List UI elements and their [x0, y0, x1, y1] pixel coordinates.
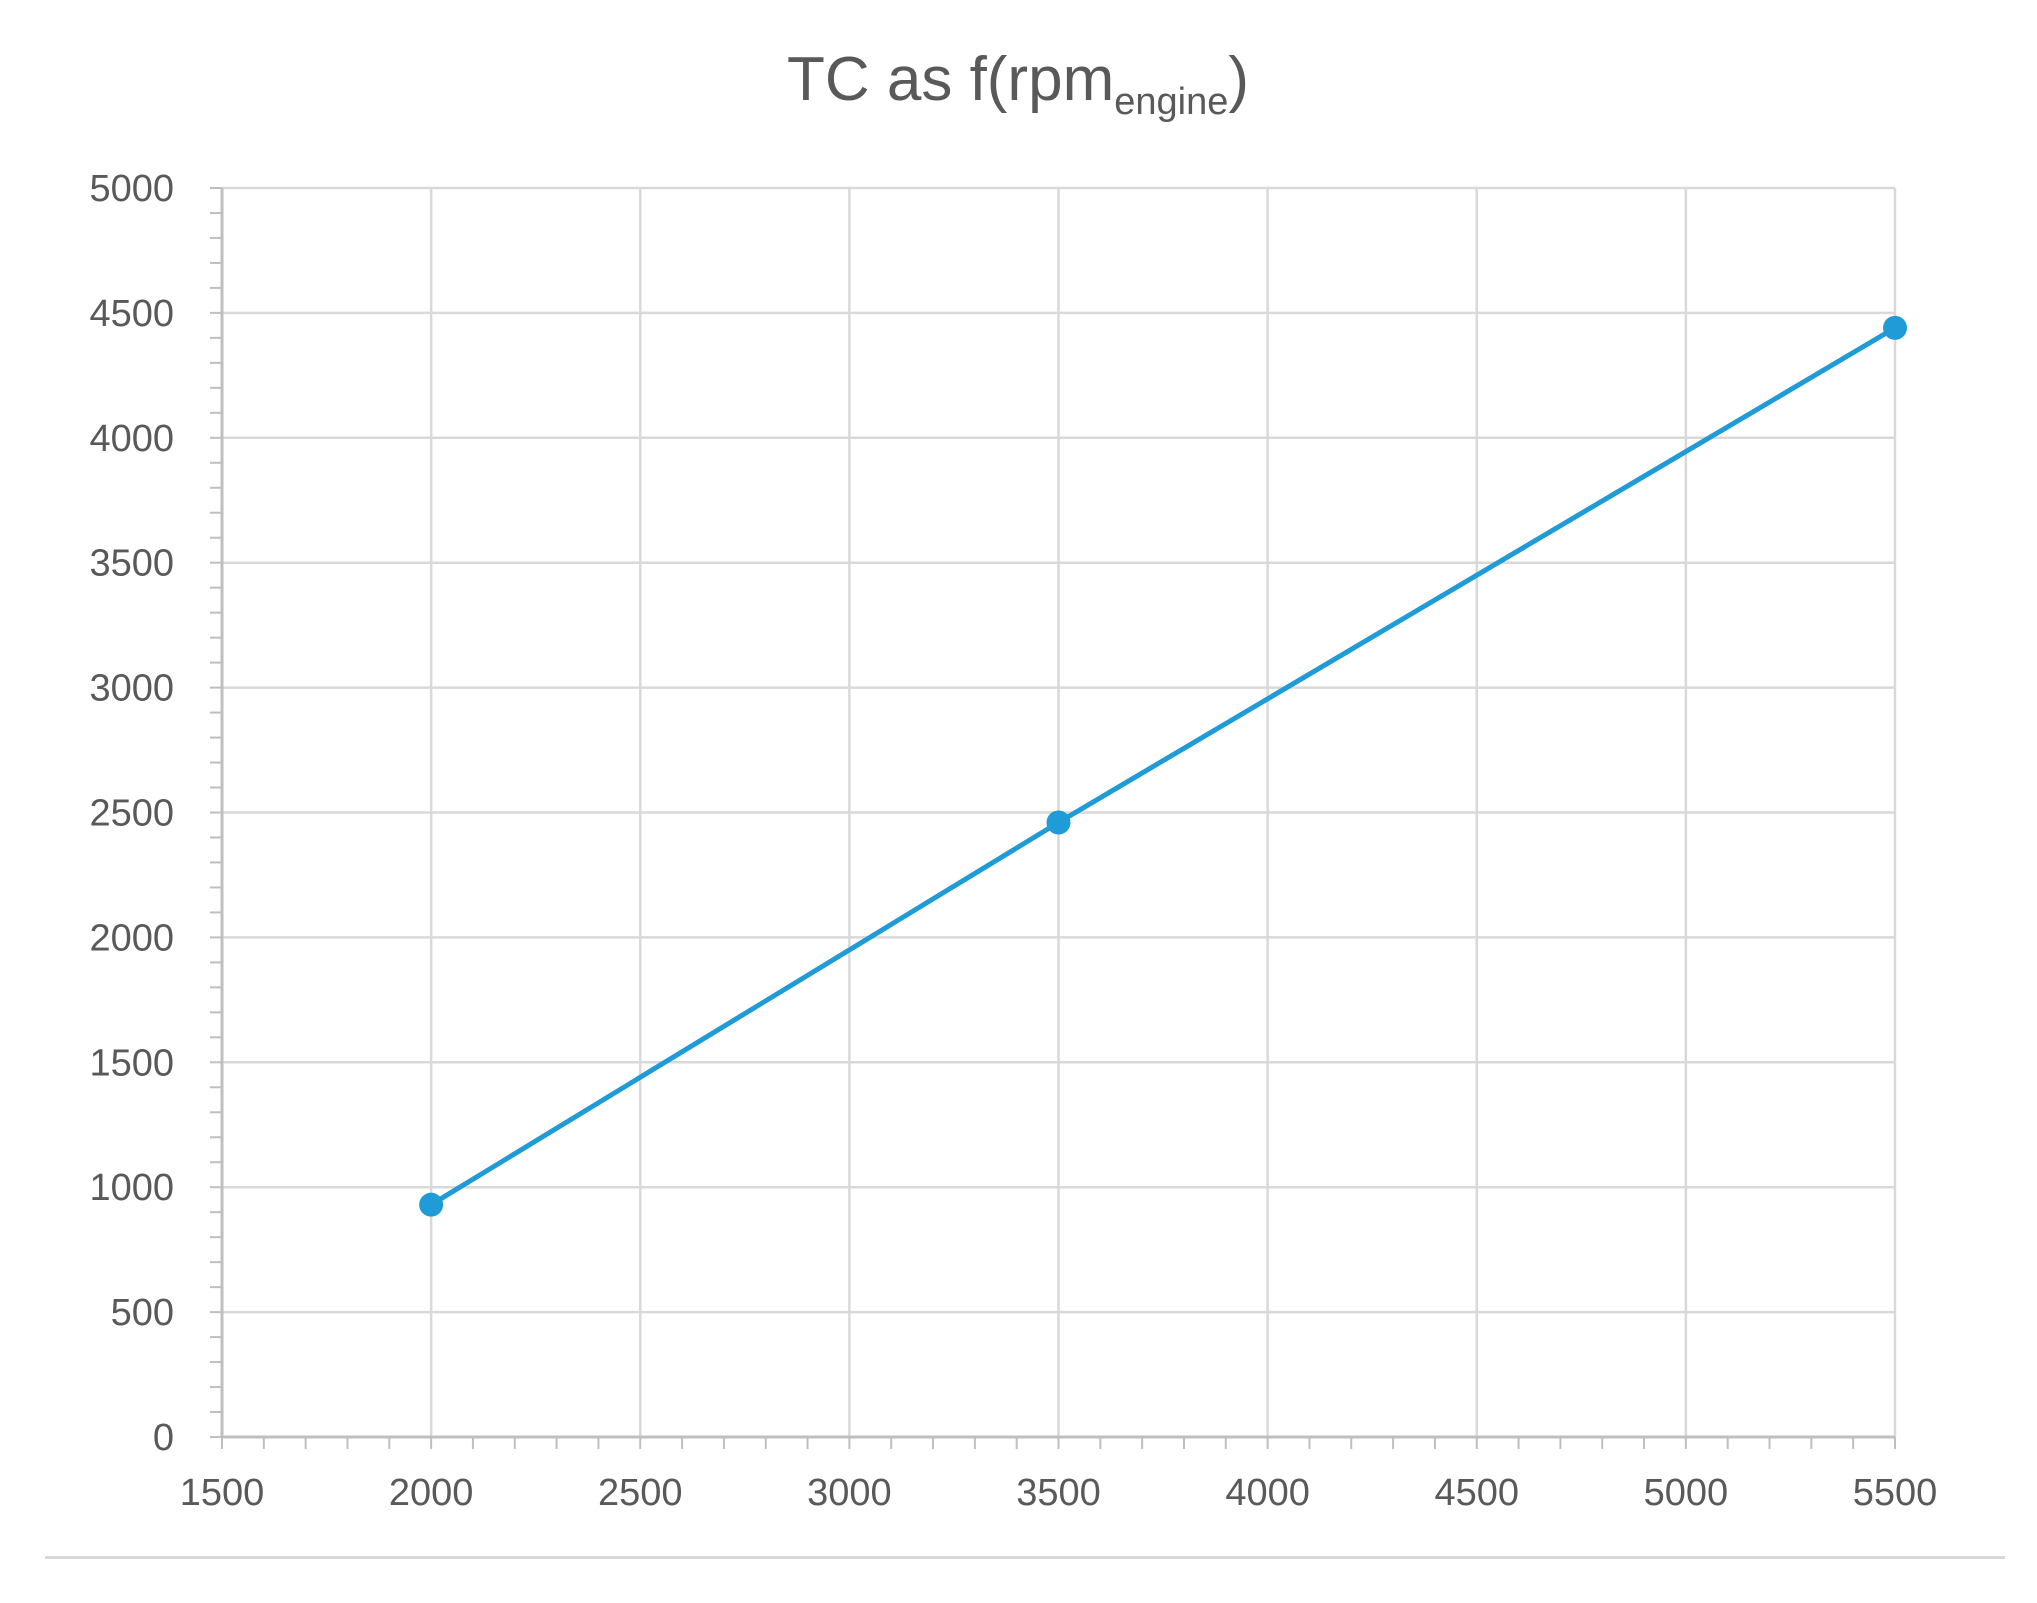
- x-tick-label: 3500: [1016, 1472, 1101, 1514]
- x-tick-label: 4000: [1225, 1472, 1310, 1514]
- y-tick-label: 2500: [89, 793, 174, 835]
- data-point-3500: [1046, 810, 1071, 835]
- y-tick-label: 5000: [89, 168, 174, 210]
- x-tick-label: 5000: [1644, 1472, 1729, 1514]
- axes: [210, 187, 1896, 1449]
- series-line: [429, 325, 1897, 1207]
- x-tick-label: 5500: [1853, 1472, 1938, 1514]
- y-tick-label: 4500: [89, 293, 174, 335]
- series: [419, 315, 1907, 1217]
- y-tick-label: 3500: [89, 543, 174, 585]
- chart-title-main: TC as f(rpm: [787, 45, 1114, 114]
- chart-title-suffix: ): [1228, 45, 1249, 114]
- x-tick-label: 1500: [180, 1472, 265, 1514]
- tick-labels: 0 500 1000 1500 2000 2500 3000 3500 4000 4500 5000…: [89, 168, 1937, 1514]
- data-point-2000: [419, 1192, 444, 1217]
- y-tick-label: 500: [111, 1292, 174, 1334]
- x-tick-label: 4500: [1434, 1472, 1519, 1514]
- y-tick-label: 1500: [89, 1042, 174, 1084]
- y-tick-label: 1000: [89, 1167, 174, 1209]
- data-point-5500: [1883, 315, 1907, 340]
- y-tick-label: 3000: [89, 668, 174, 710]
- x-tick-label: 3000: [807, 1472, 892, 1514]
- y-tick-label: 4000: [89, 418, 174, 460]
- chart-title: TC as f(rpmengine): [787, 45, 1249, 123]
- y-tick-label: 0: [153, 1417, 174, 1459]
- x-tick-label: 2000: [389, 1472, 474, 1514]
- chart-title-subscript: engine: [1114, 81, 1228, 123]
- bottom-divider: [45, 1556, 2005, 1559]
- x-tick-label: 2500: [598, 1472, 683, 1514]
- y-tick-label: 2000: [89, 917, 174, 959]
